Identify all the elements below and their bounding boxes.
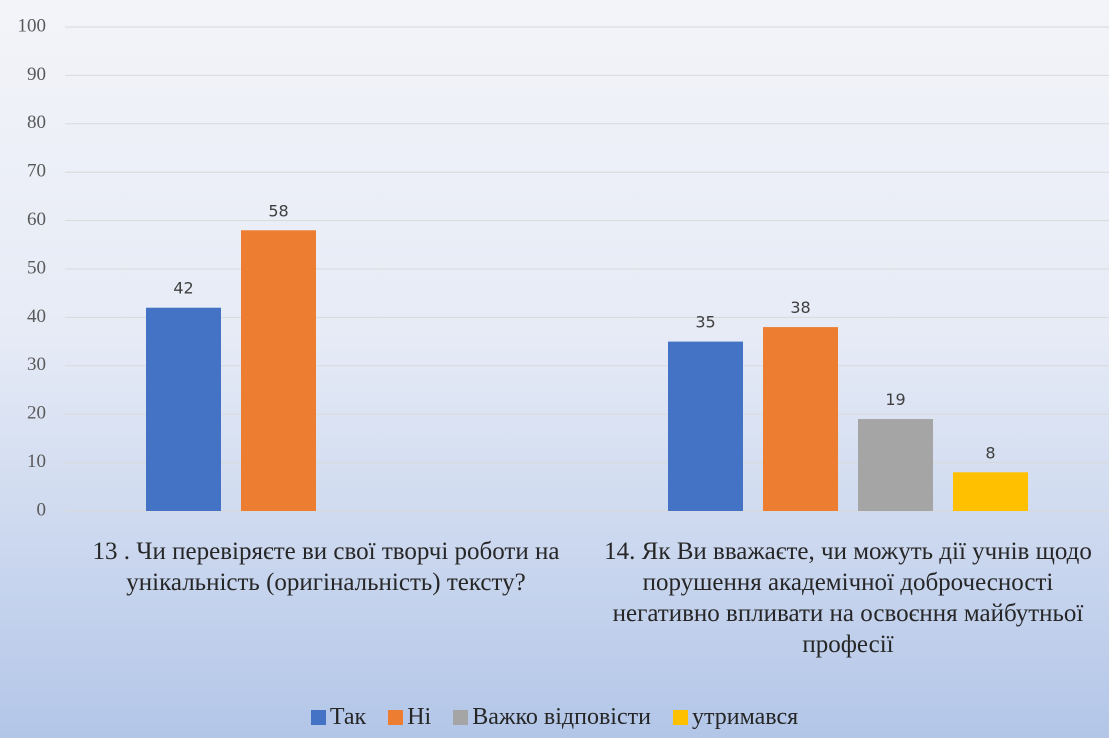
y-tick-label: 0 [37,499,47,520]
data-label: 8 [985,443,995,462]
y-tick-label: 80 [27,112,46,133]
y-tick-label: 90 [27,64,46,85]
y-tick-label: 50 [27,257,46,278]
data-label: 38 [790,298,810,317]
legend-swatch [453,710,469,725]
legend-item: Так [310,704,367,731]
bar [241,230,316,511]
bar [953,472,1028,511]
x-tick-label: 14. Як Ви вважаєте, чи можуть дії учнів … [604,538,1092,658]
legend-label: Ні [407,704,432,730]
y-tick-label: 70 [27,161,46,182]
y-tick-label: 100 [18,15,47,36]
data-label: 42 [173,279,193,298]
x-tick-label: 13 . Чи перевіряєте ви свої творчі робот… [92,538,560,596]
legend-label: утримався [691,704,799,730]
bar [668,341,743,511]
y-tick-label: 20 [27,403,46,424]
y-tick-label: 30 [27,354,46,375]
data-label: 19 [885,390,905,409]
legend-label: Так [329,704,367,730]
legend-swatch [310,710,326,725]
legend-item: Ні [388,704,431,731]
data-label: 35 [695,313,715,332]
bar [858,419,933,511]
y-tick-label: 10 [27,451,46,472]
y-tick-label: 40 [27,306,46,327]
legend-item: утримався [672,704,799,731]
legend-swatch [672,710,688,725]
bar [763,327,838,511]
legend-swatch [388,710,404,725]
data-label: 58 [268,201,288,220]
legend-label: Важко відповісти [472,704,651,730]
legend-item: Важко відповісти [453,704,651,731]
bar [146,307,221,511]
legend: Так Ні Важко відповісти утримався [0,704,1109,731]
y-tick-label: 60 [27,209,46,230]
